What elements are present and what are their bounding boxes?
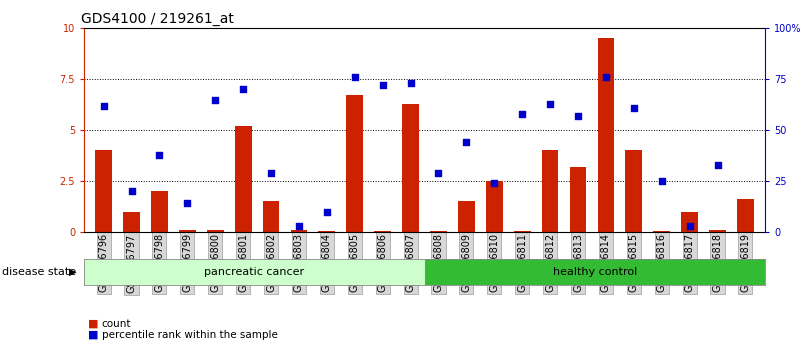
Text: count: count bbox=[102, 319, 131, 329]
Point bbox=[348, 74, 361, 80]
Point bbox=[627, 105, 640, 110]
Bar bbox=[430, 231, 447, 232]
Bar bbox=[123, 211, 140, 232]
Bar bbox=[513, 231, 530, 232]
Bar bbox=[346, 96, 363, 232]
Point bbox=[655, 178, 668, 184]
Bar bbox=[151, 191, 168, 232]
Point bbox=[209, 97, 222, 102]
Bar bbox=[541, 150, 558, 232]
Bar bbox=[654, 231, 670, 232]
Point bbox=[711, 162, 724, 167]
Bar bbox=[319, 231, 336, 232]
Bar bbox=[486, 181, 503, 232]
Point bbox=[97, 103, 110, 108]
Bar bbox=[263, 201, 280, 232]
Text: healthy control: healthy control bbox=[553, 267, 637, 277]
Point bbox=[320, 209, 333, 214]
Point bbox=[125, 188, 138, 194]
Text: ■: ■ bbox=[88, 319, 99, 329]
Point bbox=[432, 170, 445, 176]
Point bbox=[488, 180, 501, 186]
Point bbox=[153, 152, 166, 157]
Bar bbox=[737, 199, 754, 232]
Bar bbox=[626, 150, 642, 232]
Point bbox=[292, 223, 305, 229]
Bar bbox=[95, 150, 112, 232]
Point bbox=[460, 139, 473, 145]
Point bbox=[405, 80, 417, 86]
Point bbox=[237, 86, 250, 92]
Point bbox=[544, 101, 557, 107]
Bar bbox=[570, 167, 586, 232]
Text: disease state: disease state bbox=[2, 267, 76, 277]
Text: pancreatic cancer: pancreatic cancer bbox=[204, 267, 304, 277]
Point bbox=[599, 74, 612, 80]
Bar bbox=[709, 230, 726, 232]
Bar bbox=[291, 230, 308, 232]
Text: percentile rank within the sample: percentile rank within the sample bbox=[102, 330, 278, 339]
Text: ▶: ▶ bbox=[69, 267, 76, 277]
Bar bbox=[402, 104, 419, 232]
Bar bbox=[179, 230, 195, 232]
Point bbox=[683, 223, 696, 229]
Bar bbox=[681, 211, 698, 232]
Point bbox=[516, 111, 529, 116]
Point bbox=[572, 113, 585, 119]
Bar bbox=[374, 231, 391, 232]
Text: ■: ■ bbox=[88, 330, 99, 339]
Bar bbox=[235, 126, 252, 232]
Bar bbox=[458, 201, 475, 232]
Text: GDS4100 / 219261_at: GDS4100 / 219261_at bbox=[81, 12, 234, 26]
Point bbox=[181, 200, 194, 206]
Point bbox=[376, 82, 389, 88]
Bar bbox=[207, 230, 223, 232]
Bar bbox=[598, 39, 614, 232]
Point bbox=[264, 170, 277, 176]
